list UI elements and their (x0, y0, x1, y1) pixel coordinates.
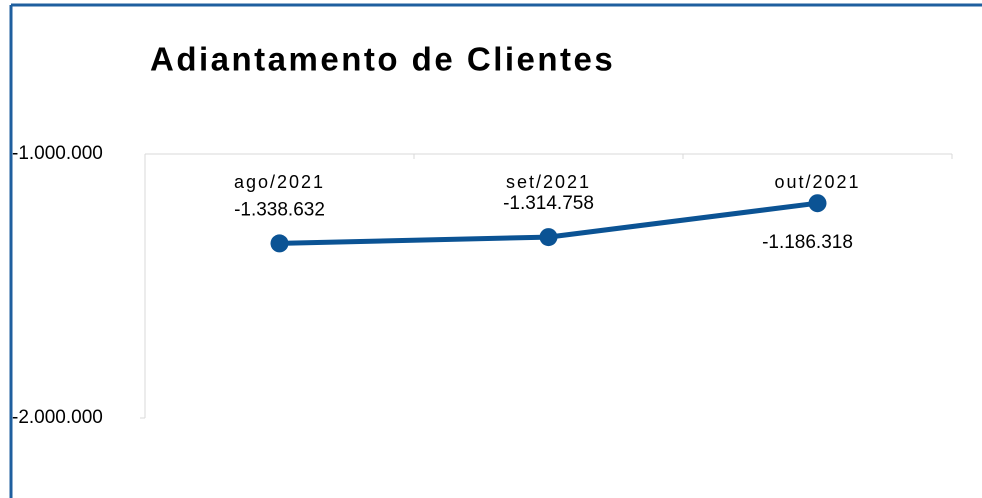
chart-title: Adiantamento de Clientes (150, 41, 615, 78)
y-tick-label: -1.000.000 (12, 143, 103, 164)
x-tick-label: ago/2021 (234, 172, 325, 192)
data-label: -1.338.632 (234, 199, 325, 220)
point (270, 234, 289, 253)
x-tick-label: out/2021 (774, 172, 860, 192)
x-tick-label: set/2021 (506, 172, 591, 192)
point (808, 194, 827, 213)
point (539, 228, 558, 247)
y-tick-label: -2.000.000 (12, 407, 103, 428)
data-label: -1.314.758 (503, 193, 594, 214)
data-label: -1.186.318 (762, 232, 853, 253)
